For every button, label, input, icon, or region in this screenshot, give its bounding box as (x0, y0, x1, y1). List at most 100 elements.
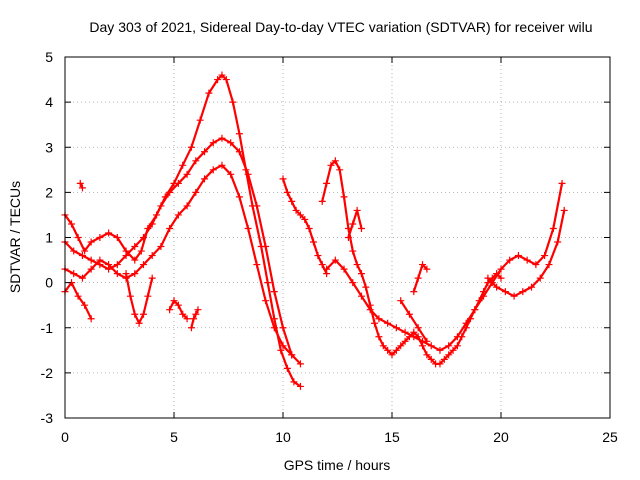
data-point (331, 256, 339, 264)
series-line (412, 263, 428, 293)
data-point (471, 306, 479, 314)
data-point (229, 98, 237, 106)
data-point (423, 351, 431, 359)
x-tick-label: 5 (170, 429, 178, 445)
data-point (554, 238, 562, 246)
data-point (113, 234, 121, 241)
series-line (325, 182, 564, 352)
data-point (270, 288, 278, 296)
data-point (336, 166, 344, 174)
data-point (227, 139, 235, 147)
data-point (253, 261, 261, 269)
data-point (388, 351, 396, 359)
y-tick-label: 3 (45, 139, 53, 155)
data-point (392, 346, 400, 354)
series-line (63, 137, 302, 365)
data-point (410, 333, 418, 341)
data-point (506, 256, 514, 264)
data-point (305, 224, 313, 232)
data-point (179, 310, 187, 318)
data-point (209, 166, 217, 174)
data-point (122, 252, 130, 260)
data-point (283, 188, 291, 196)
data-point (170, 297, 178, 305)
data-point (453, 342, 461, 350)
data-point (74, 234, 82, 241)
data-point (87, 315, 95, 323)
data-point (384, 346, 392, 354)
data-point (480, 292, 488, 300)
data-point (427, 355, 435, 363)
data-point (87, 265, 95, 273)
data-point (279, 324, 287, 332)
data-point (235, 130, 243, 138)
data-point (497, 265, 505, 273)
data-point (357, 292, 365, 300)
data-point (560, 206, 568, 214)
data-point (139, 234, 147, 241)
data-point (536, 274, 544, 282)
data-point (87, 238, 95, 246)
series-track-15 (76, 179, 86, 192)
data-point (174, 301, 182, 309)
data-point (375, 315, 383, 323)
data-point (70, 247, 78, 255)
data-point (205, 89, 213, 97)
series-track-8 (279, 175, 331, 278)
data-point (292, 206, 300, 214)
data-point (279, 175, 287, 183)
data-point (357, 270, 365, 278)
data-point (192, 157, 200, 165)
data-point (244, 224, 252, 232)
data-point (201, 148, 209, 156)
data-point (510, 292, 518, 300)
data-point (423, 265, 431, 273)
data-point (166, 188, 174, 196)
grid-lines (65, 57, 610, 418)
y-axis-label: SDTVAR / TECUs (7, 181, 23, 293)
data-point (279, 342, 287, 350)
data-point (183, 315, 191, 323)
data-point (105, 229, 113, 237)
data-point (187, 143, 195, 151)
data-point (410, 288, 418, 296)
data-point (113, 261, 121, 269)
data-point (375, 333, 383, 341)
series-line (399, 299, 428, 343)
data-point (139, 310, 147, 318)
data-point (541, 252, 549, 260)
data-point (157, 202, 165, 210)
series-line (190, 308, 200, 329)
chart-title: Day 303 of 2021, Sidereal Day-to-day VTE… (89, 19, 592, 35)
data-point (427, 342, 435, 350)
data-point (174, 211, 182, 219)
data-point (218, 161, 226, 169)
data-point (78, 184, 86, 192)
data-point (493, 283, 501, 291)
data-point (318, 197, 326, 205)
data-point (528, 283, 536, 291)
series-track-4 (61, 279, 95, 323)
data-point (296, 211, 304, 219)
series-track-5 (122, 270, 156, 327)
y-tick-label: -1 (41, 320, 54, 336)
series-track-1 (61, 71, 304, 390)
data-point (196, 116, 204, 124)
data-point (331, 157, 339, 165)
series-line (63, 73, 302, 388)
data-point (262, 243, 270, 251)
data-point (423, 337, 431, 345)
data-point (344, 234, 352, 241)
data-point (183, 202, 191, 210)
data-point (78, 274, 86, 282)
data-point (187, 324, 195, 332)
data-point (440, 355, 448, 363)
data-point (277, 346, 285, 354)
data-point (68, 220, 76, 228)
x-tick-label: 15 (384, 429, 400, 445)
data-point (214, 76, 222, 84)
data-point (235, 148, 243, 156)
y-tick-label: 4 (45, 94, 53, 110)
data-point (384, 319, 392, 327)
